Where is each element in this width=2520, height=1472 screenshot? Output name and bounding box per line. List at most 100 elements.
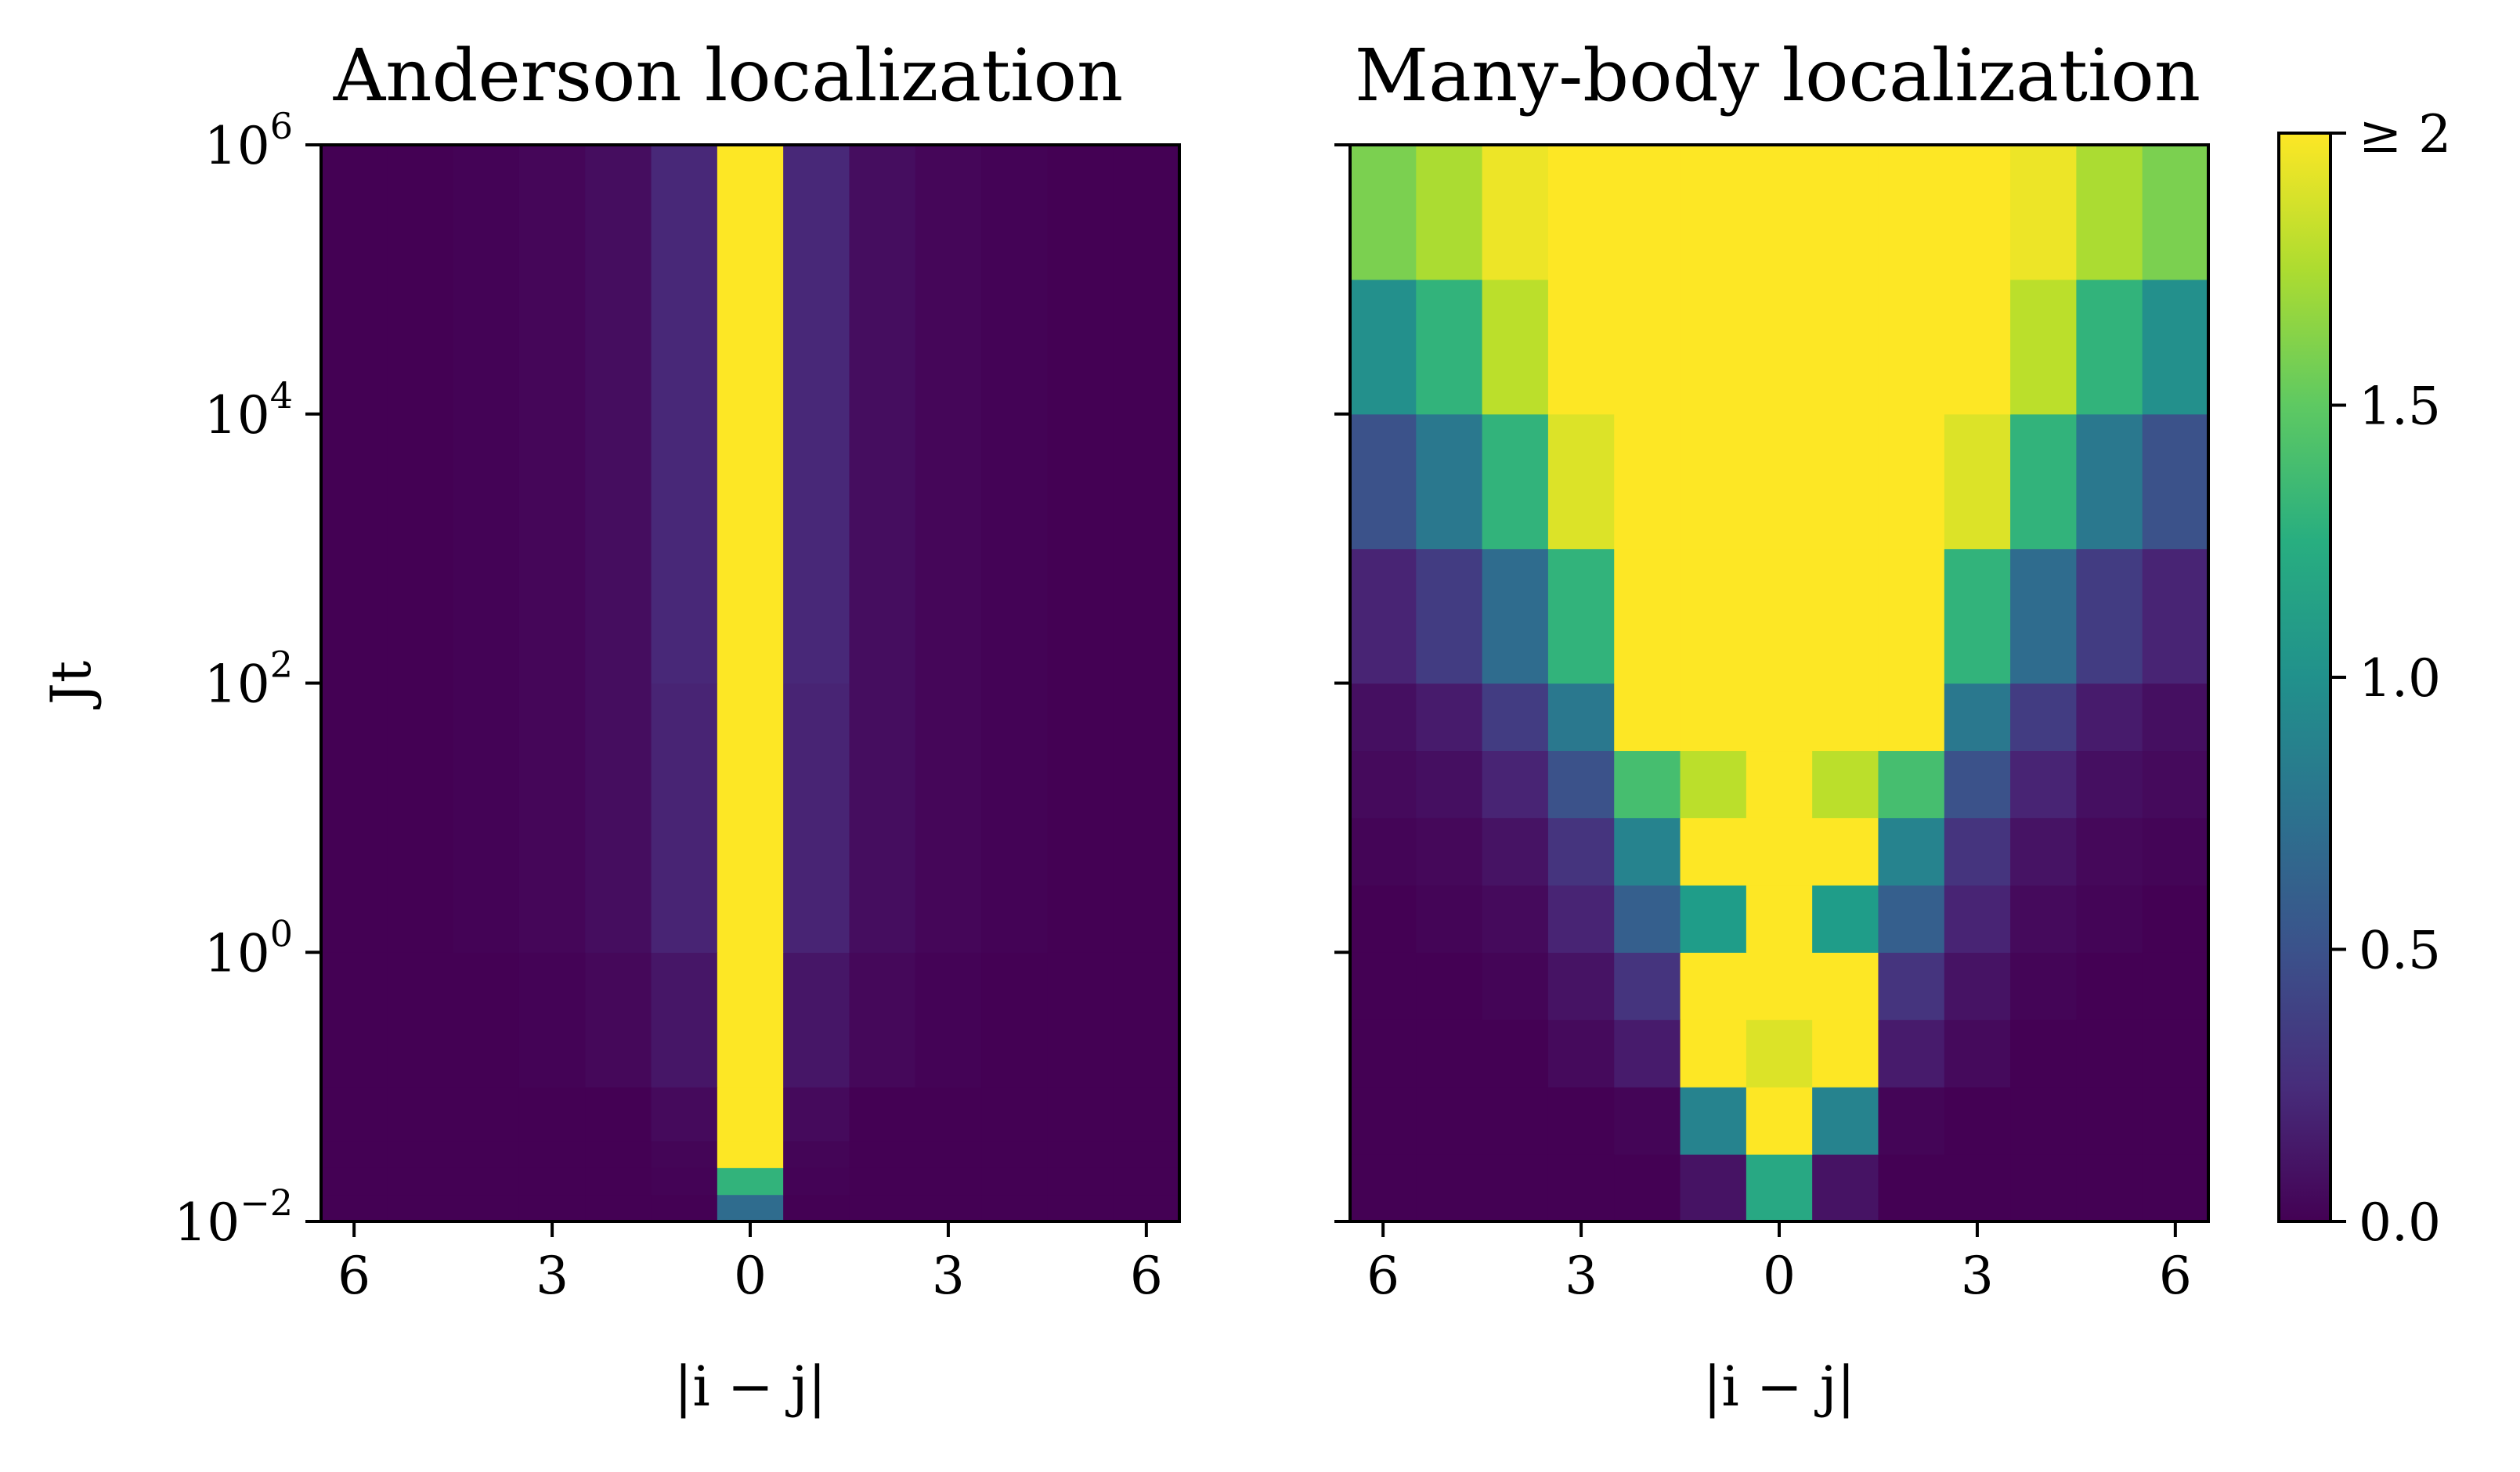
heatmap-cell <box>717 683 784 953</box>
heatmap-cell <box>1944 1087 2011 1155</box>
heatmap-cell <box>1047 952 1114 1088</box>
heatmap-cell <box>783 145 850 684</box>
heatmap-cell <box>1614 885 1681 953</box>
colorbar-tick-label: 0.5 <box>2359 921 2441 981</box>
x-tick-label: 6 <box>1130 1246 1163 1306</box>
heatmap-cell <box>981 952 1048 1088</box>
heatmap-cell <box>1416 952 1483 1020</box>
anderson-panel: Anderson localization 106 104 102 100 10−2 6… <box>39 34 1181 1419</box>
heatmap-cell <box>453 1087 520 1142</box>
heatmap-cell <box>1944 279 2011 415</box>
heatmap-cell <box>915 683 982 953</box>
heatmap-cell <box>2076 413 2143 550</box>
heatmap-cell <box>1746 145 1813 280</box>
heatmap-cell <box>717 1167 784 1196</box>
heatmap-cell <box>2076 750 2143 818</box>
y-axis-label: Jt <box>39 661 103 709</box>
heatmap-cell <box>2010 817 2077 886</box>
heatmap-cell <box>1680 1087 1747 1155</box>
heatmap-cell <box>2142 548 2209 684</box>
heatmap-cell <box>1113 1194 1180 1222</box>
heatmap-cell <box>1547 750 1615 818</box>
heatmap-cell <box>717 1087 784 1142</box>
heatmap-cell <box>1614 952 1681 1020</box>
heatmap-cell <box>1350 952 1417 1020</box>
heatmap-cell <box>1746 413 1813 550</box>
heatmap-cell <box>1547 1087 1615 1155</box>
heatmap-cell <box>518 145 586 684</box>
heatmap-cell <box>849 1167 916 1196</box>
heatmap-cell <box>651 145 718 684</box>
heatmap-cell <box>2142 750 2209 818</box>
heatmap-cell <box>981 1167 1048 1196</box>
heatmap-cell <box>1047 683 1114 953</box>
heatmap-cell <box>717 1194 784 1222</box>
heatmap-cell <box>321 683 388 953</box>
heatmap-cell <box>1812 145 1879 280</box>
mbl-x-ticks: 6 3 0 3 6 <box>1367 1221 2192 1306</box>
heatmap-cell <box>1416 1019 1483 1088</box>
heatmap-cell <box>651 1087 718 1142</box>
heatmap-cell <box>717 1140 784 1168</box>
heatmap-cell <box>321 1194 388 1222</box>
heatmap-cell <box>1482 413 1549 550</box>
heatmap-cell <box>2142 279 2209 415</box>
heatmap-cell <box>1416 817 1483 886</box>
heatmap-cell <box>1047 1087 1114 1142</box>
heatmap-cell <box>1614 548 1681 684</box>
heatmap-cell <box>1944 683 2011 752</box>
heatmap-cell <box>2010 145 2077 280</box>
heatmap-cell <box>387 952 454 1088</box>
heatmap-cell <box>783 1194 850 1222</box>
heatmap-cell <box>1680 1019 1747 1088</box>
heatmap-cell <box>1614 413 1681 550</box>
heatmap-cell <box>2142 885 2209 953</box>
heatmap-cell <box>1614 279 1681 415</box>
y-tick-label: 104 <box>204 374 293 446</box>
heatmap-cell <box>1614 1154 1681 1222</box>
heatmap-cell <box>1746 952 1813 1020</box>
heatmap-cell <box>1746 1087 1813 1155</box>
heatmap-cell <box>2010 683 2077 752</box>
heatmap-cell <box>1547 1154 1615 1222</box>
heatmap-cell <box>1746 683 1813 752</box>
heatmap-cell <box>981 683 1048 953</box>
heatmap-cell <box>2142 145 2209 280</box>
colorbar-tick-label: ≥ 2 <box>2359 104 2451 164</box>
x-tick-label: 6 <box>2159 1246 2192 1306</box>
heatmap-cell <box>1878 817 1945 886</box>
heatmap-cell <box>1416 279 1483 415</box>
heatmap-cell <box>1944 145 2011 280</box>
anderson-title: Anderson localization <box>333 34 1124 117</box>
heatmap-cell <box>518 683 586 953</box>
heatmap-cell <box>2076 817 2143 886</box>
x-tick-label: 3 <box>1565 1246 1598 1306</box>
heatmap-cell <box>453 1140 520 1168</box>
heatmap-cell <box>1113 145 1180 684</box>
heatmap-cell <box>2142 683 2209 752</box>
heatmap-cell <box>783 683 850 953</box>
heatmap-cell <box>585 1140 652 1168</box>
heatmap-cell <box>1614 1019 1681 1088</box>
heatmap-cell <box>518 1194 586 1222</box>
heatmap-cell <box>518 1087 586 1142</box>
heatmap-cell <box>1482 817 1549 886</box>
heatmap-cell <box>1812 1087 1879 1155</box>
heatmap-cell <box>387 1194 454 1222</box>
heatmap-cell <box>2076 1019 2143 1088</box>
heatmap-cell <box>2142 1019 2209 1088</box>
heatmap-cell <box>2010 279 2077 415</box>
heatmap-cell <box>1878 952 1945 1020</box>
x-tick-label: 6 <box>1367 1246 1399 1306</box>
heatmap-cell <box>1746 885 1813 953</box>
anderson-heatmap-cells <box>321 145 1180 1222</box>
heatmap-cell <box>2076 548 2143 684</box>
heatmap-cell <box>1482 548 1549 684</box>
heatmap-cell <box>1680 750 1747 818</box>
heatmap-cell <box>1812 750 1879 818</box>
heatmap-cell <box>1614 1087 1681 1155</box>
heatmap-cell <box>1482 885 1549 953</box>
heatmap-cell <box>387 145 454 684</box>
heatmap-cell <box>1680 145 1747 280</box>
